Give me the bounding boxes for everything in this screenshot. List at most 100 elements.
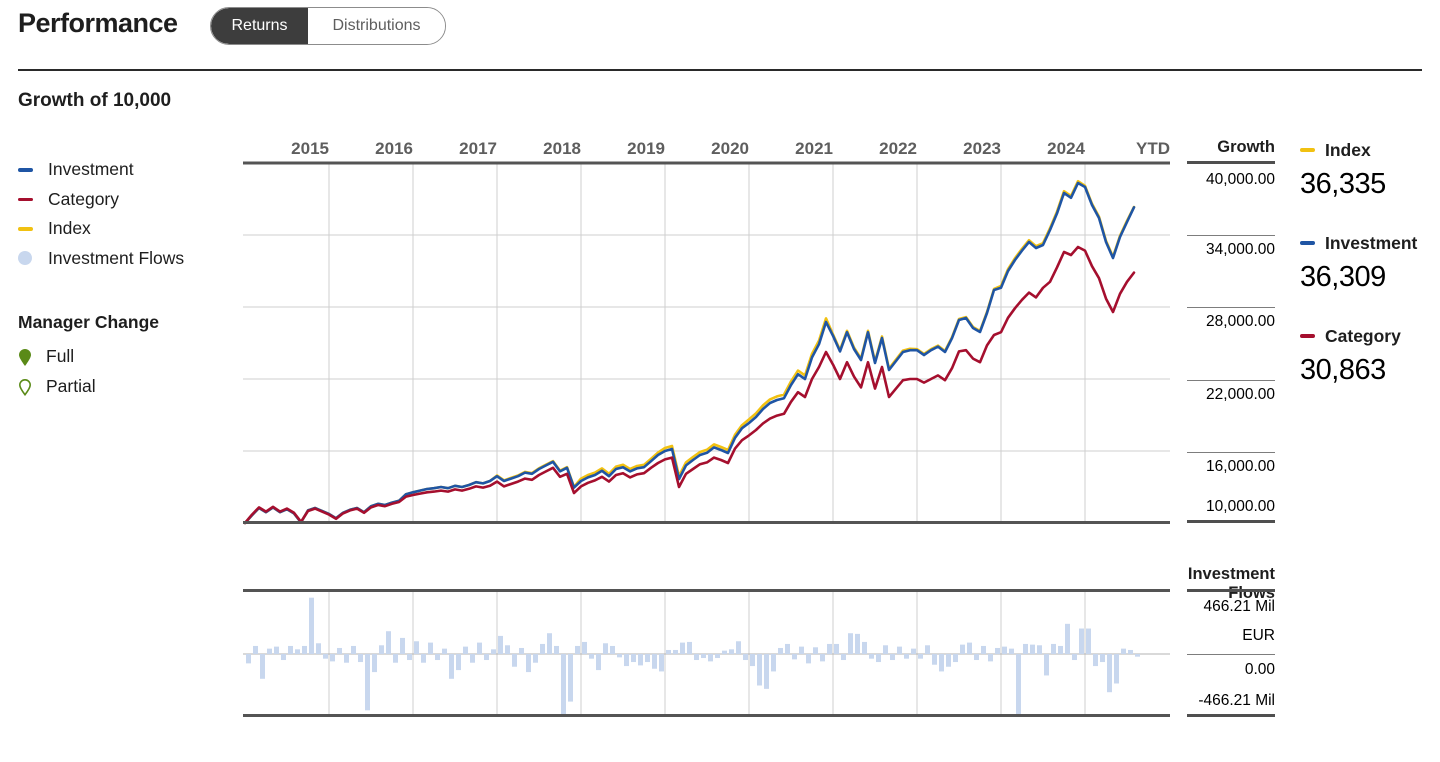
flow-bar [1093,654,1098,667]
summary-index: Index 36,335 [1300,140,1386,201]
flow-bar [1051,643,1056,654]
flow-bar [1135,654,1140,657]
manager-change-full: Full [18,346,159,376]
summary-category: Category 30,863 [1300,326,1401,387]
axis-line [1187,589,1275,592]
x-axis-label: 2023 [963,139,1001,158]
flow-bar [624,654,629,667]
pin-outline-icon [18,378,32,397]
axis-line [1187,654,1275,655]
flow-bar [400,637,405,654]
legend-label: Index [48,218,91,238]
flow-bar [750,654,755,667]
flow-bar [1044,654,1049,676]
flow-bar [463,646,468,654]
flow-bar [253,645,258,654]
flow-bar [428,642,433,654]
tab-distributions[interactable]: Distributions [308,8,445,44]
summary-label: Index [1325,140,1371,160]
flow-bar [673,649,678,654]
flow-bar [449,654,454,679]
legend-label: Investment Flows [48,247,185,268]
category-line-swatch [1300,334,1315,338]
flows-axis-title: Investment Flows [1187,565,1275,602]
growth-tick-28000: 28,000.00 [1206,313,1275,330]
flow-bar [855,633,860,654]
flow-bar [897,646,902,654]
x-axis-label: 2016 [375,139,413,158]
flow-bar [288,645,293,654]
flow-bar [260,654,265,679]
flow-bar [505,645,510,654]
flows-dot-swatch [18,250,32,265]
flow-bar [694,654,699,661]
flow-bar [295,649,300,654]
x-axis-label: 2020 [711,139,749,158]
flow-bar [281,654,286,661]
axis-line [1187,380,1275,381]
flow-bar [960,644,965,654]
legend-item-category: Category [18,189,184,219]
flow-bar [631,654,636,663]
summary-value-category: 30,863 [1300,354,1386,386]
x-axis-label: 2022 [879,139,917,158]
x-axis-label: 2017 [459,139,497,158]
flow-bar [1023,643,1028,654]
axis-line [1187,307,1275,308]
flows-tick-min: -466.21 Mil [1198,692,1275,709]
growth-tick-34000: 34,000.00 [1206,241,1275,258]
flow-bar [274,646,279,654]
flow-bar [491,649,496,654]
flow-bar [659,654,664,672]
flow-bar [477,642,482,654]
flow-bar [918,654,923,659]
flow-bar [953,654,958,663]
flow-bar [932,654,937,665]
x-axis-label: 2015 [291,139,329,158]
tab-returns[interactable]: Returns [211,8,308,44]
flow-bar [547,633,552,654]
flow-bar [981,645,986,654]
flow-bar [372,654,377,673]
manager-change-label: Partial [46,376,96,396]
flow-bar [736,641,741,654]
flow-bar [743,654,748,661]
flow-bar [575,645,580,654]
flow-bar [358,654,363,663]
flow-bar [792,654,797,660]
flow-bar [680,642,685,654]
flow-bar [351,645,356,654]
flow-bar [1086,628,1091,654]
axis-line [1187,520,1275,523]
flow-bar [344,654,349,663]
growth-tick-10000: 10,000.00 [1206,498,1275,515]
axis-line [1187,714,1275,717]
flow-bar [729,649,734,654]
flow-bar [1128,649,1133,654]
flow-bar [407,654,412,661]
flow-bar [498,635,503,654]
growth-tick-22000: 22,000.00 [1206,386,1275,403]
legend-label: Investment [48,159,134,179]
flows-tick-max: 466.21 Mil [1203,598,1275,615]
flow-bar [386,631,391,654]
flow-bar [484,654,489,661]
investment-line-swatch [1300,241,1315,245]
flow-bar [967,642,972,654]
x-axis-label: 2021 [795,139,833,158]
flow-bar [883,645,888,654]
flow-bar [946,654,951,667]
flow-bar [1079,628,1084,654]
axis-line [243,161,1170,165]
flow-bar [834,643,839,654]
flow-bar [988,654,993,662]
flow-bar [799,646,804,654]
investment-line-swatch [18,168,33,172]
flow-bar [379,645,384,654]
growth-axis-title: Growth [1217,138,1275,156]
flow-bar [526,654,531,673]
flow-bar [323,654,328,659]
category-line-swatch [18,197,33,201]
manager-change-label: Full [46,346,75,366]
flow-bar [1121,648,1126,654]
